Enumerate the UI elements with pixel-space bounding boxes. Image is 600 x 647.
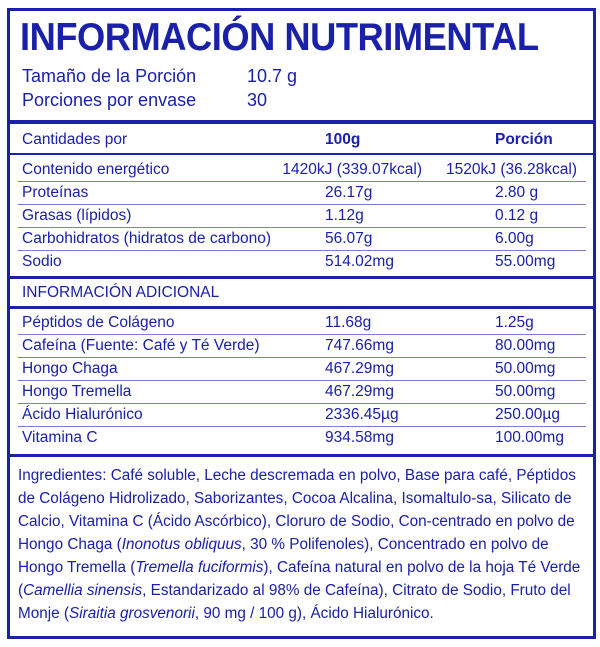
value-per-100g: 1.12g	[325, 207, 364, 224]
ingredient-segment: , Estandarizado al 98% de Cafeína), Citr…	[18, 582, 571, 622]
nutrient-name: Contenido energético	[22, 161, 170, 178]
ingredients-text: Ingredientes: Café soluble, Leche descre…	[18, 464, 588, 625]
row-divider	[18, 204, 586, 205]
ingredient-species: Camellia sinensis	[23, 582, 143, 599]
nutrient-name: Sodio	[22, 253, 62, 270]
nutrient-name: Proteínas	[22, 184, 89, 201]
nutrient-name: Hongo Chaga	[22, 360, 118, 377]
row-divider	[18, 334, 586, 335]
ingredient-segment: , 90 mg / 100 g), Ácido Hialurónico.	[194, 605, 434, 622]
row-divider	[18, 227, 586, 228]
ingredient-species: Tremella fuciformis	[135, 559, 264, 576]
value-per-100g: 11.68g	[325, 314, 372, 331]
row-divider	[18, 403, 586, 404]
value-per-portion: 1.25g	[495, 314, 534, 331]
divider	[7, 454, 596, 457]
row-divider	[18, 250, 586, 251]
ingredient-segment: ), Cafeína natural en polvo de la hoja T…	[18, 559, 581, 599]
divider	[7, 120, 596, 124]
value-per-portion: 6.00g	[495, 230, 534, 247]
ingredient-species: Siraitia grosvenorii	[69, 605, 195, 622]
value-per-portion: 55.00mg	[495, 253, 556, 270]
divider	[7, 306, 596, 309]
value-per-portion: 80.00mg	[495, 337, 556, 354]
nutrition-label-frame	[7, 8, 596, 639]
ingredient-species: Inonotus obliquus	[121, 536, 242, 553]
value-per-portion: 1520kJ (36.28kcal)	[446, 161, 577, 178]
value-per-100g: 467.29mg	[325, 383, 394, 400]
value-per-100g: 2336.45µg	[325, 406, 399, 423]
ingredient-segment: , 30 % Polifenoles), Concentrado en polv…	[18, 536, 549, 576]
nutrient-name: Cafeína (Fuente: Café y Té Verde)	[22, 337, 260, 354]
header-label: Cantidades por	[22, 131, 128, 148]
servings-per-pack-value: 30	[247, 90, 268, 110]
serving-size-label: Tamaño de la Porción	[22, 66, 197, 86]
value-per-100g: 514.02mg	[325, 253, 394, 270]
additional-title: INFORMACIÓN ADICIONAL	[22, 284, 220, 301]
row-divider	[18, 380, 586, 381]
value-per-100g: 26.17g	[325, 184, 373, 201]
ingredient-segment: Ingredientes: Café soluble, Leche descre…	[18, 467, 576, 553]
value-per-100g: 56.07g	[325, 230, 373, 247]
value-per-100g: 1420kJ (339.07kcal)	[282, 161, 422, 178]
nutrient-name: Grasas (lípidos)	[22, 207, 132, 224]
row-divider	[18, 426, 586, 427]
nutrient-name: Carbohidratos (hidratos de carbono)	[22, 230, 271, 247]
label-title: INFORMACIÓN NUTRIMENTAL	[20, 16, 539, 59]
value-per-100g: 467.29mg	[325, 360, 394, 377]
divider	[7, 153, 596, 155]
value-per-100g: 747.66mg	[325, 337, 394, 354]
nutrient-name: Vitamina C	[22, 429, 98, 446]
value-per-portion: 250.00µg	[495, 406, 560, 423]
nutrient-name: Hongo Tremella	[22, 383, 132, 400]
nutrient-name: Ácido Hialurónico	[22, 406, 143, 423]
serving-size-value: 10.7 g	[247, 66, 298, 86]
value-per-portion: 100.00mg	[495, 429, 564, 446]
value-per-portion: 0.12 g	[495, 207, 539, 224]
value-per-portion: 2.80 g	[495, 184, 539, 201]
header-col-portion: Porción	[495, 131, 553, 148]
value-per-portion: 50.00mg	[495, 360, 556, 377]
row-divider	[18, 181, 586, 182]
nutrient-name: Péptidos de Colágeno	[22, 314, 175, 331]
value-per-100g: 934.58mg	[325, 429, 394, 446]
divider	[7, 276, 596, 279]
row-divider	[18, 357, 586, 358]
servings-per-pack-label: Porciones por envase	[22, 90, 197, 110]
header-col-100g: 100g	[325, 131, 361, 148]
value-per-portion: 50.00mg	[495, 383, 556, 400]
